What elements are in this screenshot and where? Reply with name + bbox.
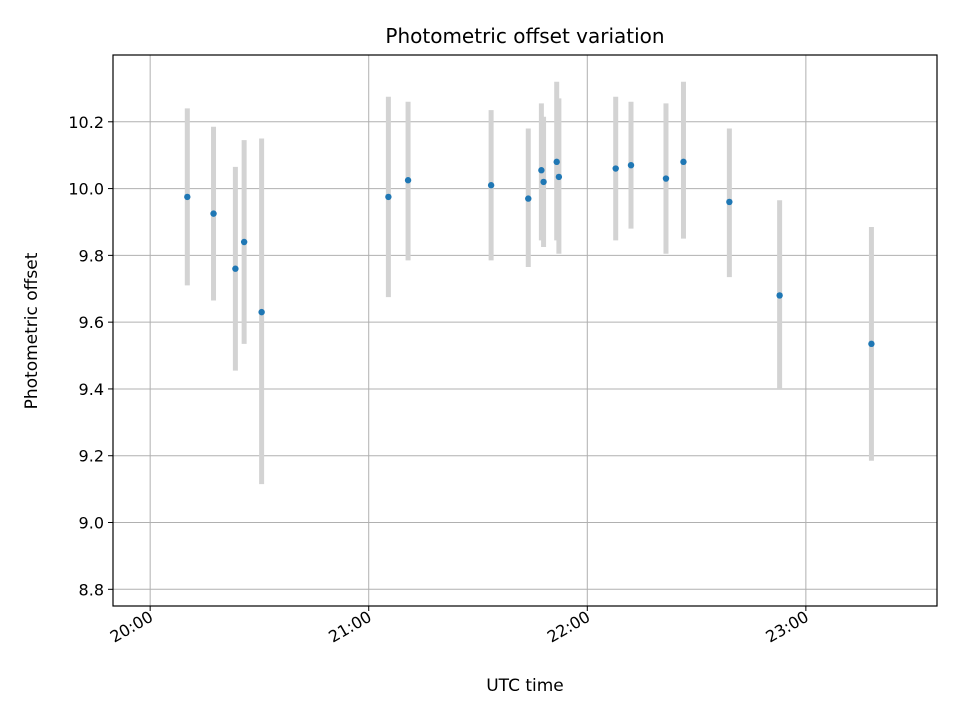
data-point <box>538 167 545 174</box>
grid <box>113 55 937 606</box>
data-point <box>232 265 239 272</box>
data-point <box>404 177 412 184</box>
data-point <box>555 173 563 181</box>
y-tick-label: 10.2 <box>68 113 104 132</box>
data-point <box>184 193 191 201</box>
data-point <box>540 178 547 186</box>
data-point <box>680 158 687 166</box>
chart-title: Photometric offset variation <box>385 24 664 48</box>
y-tick-label: 10.0 <box>68 180 104 199</box>
data-point <box>525 195 532 202</box>
y-tick-label: 9.6 <box>79 313 104 332</box>
y-tick-label: 9.2 <box>79 447 104 466</box>
y-tick-label: 9.4 <box>79 380 104 399</box>
data-point <box>487 182 495 189</box>
data-point <box>726 198 733 206</box>
data-point <box>662 175 670 182</box>
y-tick-label: 8.8 <box>79 580 104 599</box>
data-point <box>210 210 217 217</box>
data-point <box>612 165 619 172</box>
data-point <box>258 308 265 316</box>
data-point <box>776 292 783 299</box>
data-point <box>627 162 635 169</box>
plot-frame <box>112 54 938 607</box>
data-points <box>184 158 875 348</box>
data-point <box>385 193 392 201</box>
y-axis: 8.8 9.0 9.2 9.4 9.6 9.8 10.0 10.2 <box>68 113 113 599</box>
data-point <box>553 158 560 166</box>
y-tick-label: 9.0 <box>79 514 104 533</box>
y-tick-label: 9.8 <box>79 246 104 265</box>
data-point <box>868 340 875 348</box>
data-point <box>240 238 248 246</box>
y-axis-label: Photometric offset <box>22 252 42 409</box>
x-axis-label: UTC time <box>486 676 564 696</box>
